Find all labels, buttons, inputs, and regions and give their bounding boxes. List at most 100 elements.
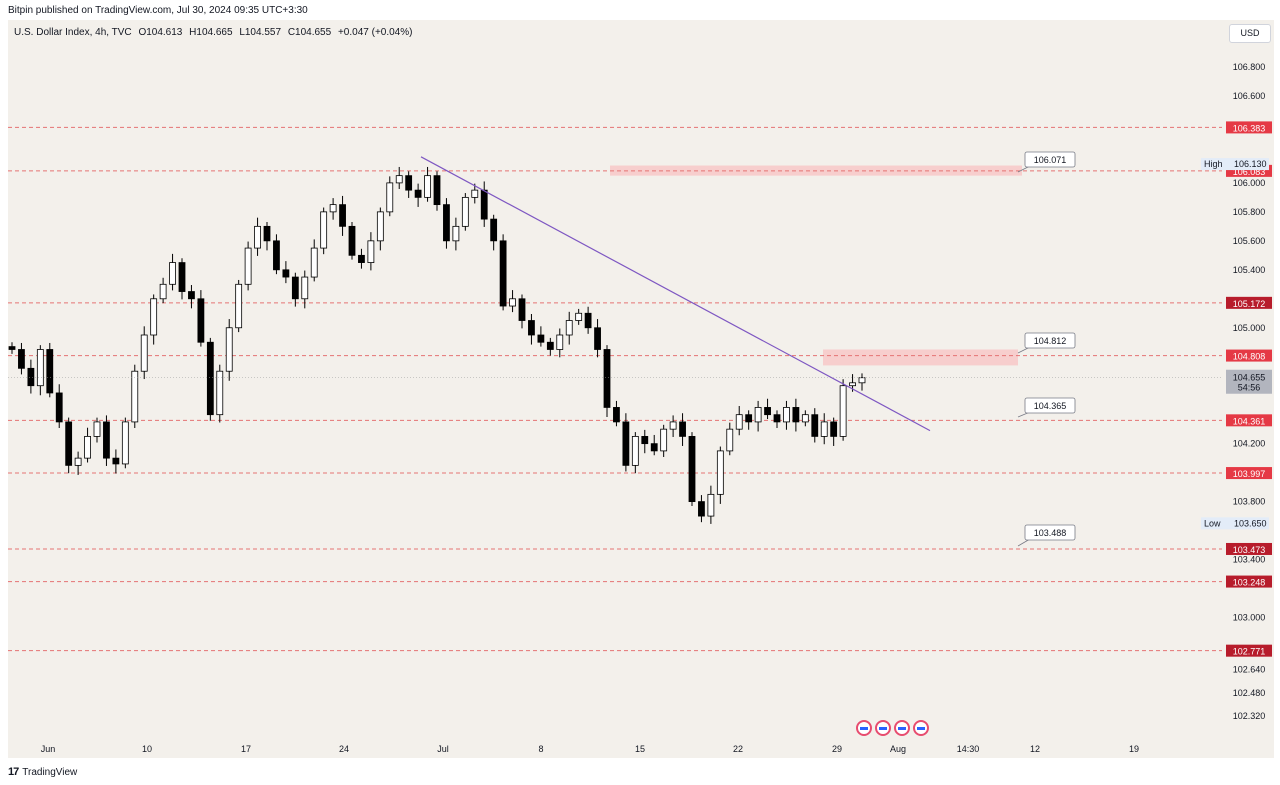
candle bbox=[509, 298, 516, 307]
time-tick-label: Jun bbox=[41, 744, 56, 754]
low-marker-bg bbox=[1201, 517, 1269, 530]
ohlc-close: C104.655 bbox=[287, 27, 332, 38]
us-flag-icon[interactable] bbox=[894, 720, 910, 736]
time-tick-label: 8 bbox=[538, 744, 543, 754]
time-tick-label: 17 bbox=[241, 744, 251, 754]
trendline bbox=[420, 156, 931, 432]
callout-label: 104.812 bbox=[1034, 336, 1067, 346]
symbol-name: U.S. Dollar Index, 4h, TVC bbox=[14, 27, 132, 38]
candle bbox=[754, 407, 762, 423]
candle bbox=[773, 414, 781, 423]
candle bbox=[74, 457, 82, 466]
candle bbox=[688, 436, 696, 502]
candle bbox=[244, 247, 252, 285]
candle bbox=[282, 269, 290, 278]
time-axis[interactable] bbox=[8, 740, 1274, 758]
candle bbox=[480, 189, 488, 220]
candle bbox=[131, 370, 139, 423]
currency-button[interactable]: USD bbox=[1229, 24, 1271, 43]
high-marker-value: 106.130 bbox=[1234, 159, 1267, 169]
candle bbox=[376, 211, 384, 242]
us-flag-icon[interactable] bbox=[856, 720, 872, 736]
candle bbox=[27, 367, 35, 387]
countdown-label: 54:56 bbox=[1238, 383, 1261, 393]
candle bbox=[254, 225, 261, 249]
time-tick-label: 14:30 bbox=[957, 744, 980, 754]
candle bbox=[291, 276, 299, 300]
ohlc-low: L104.557 bbox=[239, 27, 282, 38]
us-flag-icon[interactable] bbox=[875, 720, 891, 736]
candle bbox=[518, 298, 526, 321]
level-label-bg bbox=[1226, 644, 1272, 657]
level-label: 103.248 bbox=[1233, 578, 1266, 588]
candle bbox=[424, 175, 431, 198]
resistance-zone bbox=[823, 349, 1018, 366]
candle bbox=[329, 204, 337, 213]
symbol-info: U.S. Dollar Index, 4h, TVC O104.613 H104… bbox=[14, 27, 416, 38]
candle bbox=[613, 407, 620, 423]
ohlc-high: H104.665 bbox=[189, 27, 233, 38]
last-price-label: 104.655 bbox=[1233, 373, 1266, 383]
time-tick-label: 22 bbox=[733, 744, 743, 754]
callout-label: 103.488 bbox=[1034, 528, 1067, 538]
tradingview-brand: TradingView bbox=[22, 766, 78, 778]
level-label-bg bbox=[1226, 296, 1272, 309]
us-flag-icon[interactable] bbox=[913, 720, 929, 736]
level-label-bg bbox=[1226, 542, 1272, 555]
candle bbox=[820, 421, 828, 437]
candle bbox=[169, 262, 176, 285]
level-label: 103.997 bbox=[1233, 469, 1266, 479]
candle bbox=[140, 334, 148, 372]
candle bbox=[528, 320, 535, 336]
level-label-bg bbox=[1226, 575, 1272, 588]
price-tick-label: 106.000 bbox=[1233, 178, 1266, 188]
candle bbox=[121, 421, 129, 465]
candle bbox=[716, 450, 724, 495]
callout-box bbox=[1024, 151, 1076, 168]
time-tick-label: 15 bbox=[635, 744, 645, 754]
price-tick-label: 104.200 bbox=[1233, 439, 1266, 449]
candle bbox=[669, 421, 677, 430]
time-tick-label: Jul bbox=[437, 744, 449, 754]
price-tick-label: 102.320 bbox=[1233, 711, 1266, 721]
candle bbox=[792, 407, 800, 423]
candle bbox=[414, 189, 422, 198]
candle bbox=[849, 382, 856, 387]
candle bbox=[348, 225, 356, 256]
tradingview-logo[interactable]: 17 TradingView bbox=[8, 766, 77, 778]
ohlc-change: +0.047 (+0.04%) bbox=[337, 27, 413, 38]
candle bbox=[726, 428, 734, 452]
candle bbox=[367, 240, 375, 263]
price-tick-label: 103.400 bbox=[1233, 555, 1266, 565]
candle bbox=[235, 283, 243, 329]
candle bbox=[764, 407, 771, 416]
candle bbox=[263, 225, 271, 242]
candle bbox=[546, 341, 554, 350]
candle bbox=[310, 247, 318, 278]
candle bbox=[745, 414, 753, 423]
candle bbox=[783, 407, 790, 423]
candle bbox=[103, 421, 110, 459]
economic-events[interactable] bbox=[856, 720, 929, 736]
last-price-label-bg bbox=[1226, 369, 1272, 394]
ohlc-open: O104.613 bbox=[138, 27, 183, 38]
level-label: 103.473 bbox=[1233, 545, 1266, 555]
candle bbox=[197, 298, 205, 343]
price-tick-label: 102.480 bbox=[1233, 688, 1266, 698]
published-by-line: Bitpin published on TradingView.com, Jul… bbox=[8, 5, 308, 16]
time-tick-label: 24 bbox=[339, 744, 349, 754]
candle bbox=[65, 421, 73, 466]
candle bbox=[301, 276, 309, 300]
high-marker-label: High bbox=[1204, 159, 1223, 169]
time-tick-label: 12 bbox=[1030, 744, 1040, 754]
candle bbox=[36, 349, 44, 387]
candle bbox=[433, 175, 441, 206]
candle bbox=[46, 349, 54, 394]
candle bbox=[735, 414, 743, 430]
candle bbox=[461, 196, 469, 227]
candle bbox=[603, 349, 611, 408]
price-tick-label: 105.800 bbox=[1233, 207, 1266, 217]
level-label-bg bbox=[1226, 414, 1272, 427]
price-tick-label: 106.800 bbox=[1233, 62, 1266, 72]
